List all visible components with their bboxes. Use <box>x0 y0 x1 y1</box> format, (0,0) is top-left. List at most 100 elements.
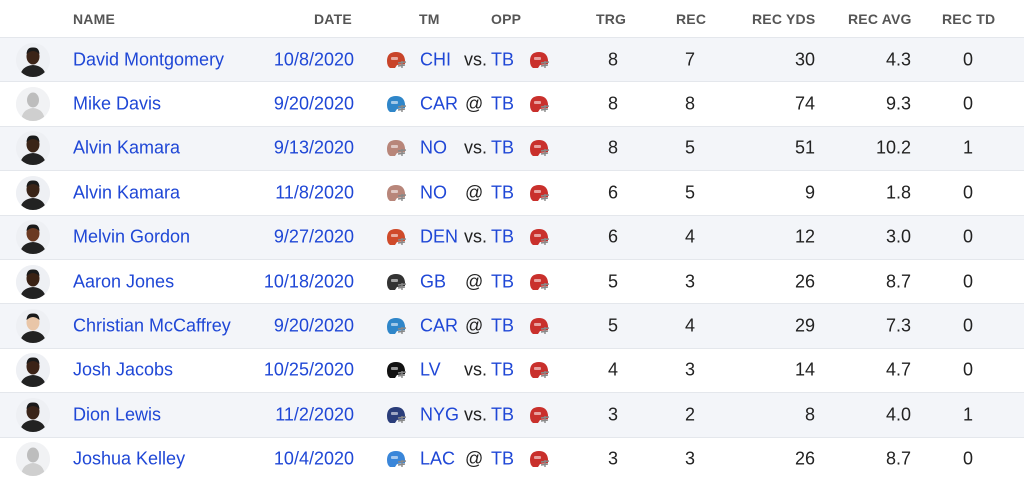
game-date-link[interactable]: 10/8/2020 <box>273 49 354 70</box>
table-row: Joshua Kelley 10/4/2020 LAC @ TB 3 3 26 8.7 0 <box>0 436 1024 481</box>
game-date-link[interactable]: 10/25/2020 <box>263 359 354 380</box>
trg-cell: 5 <box>607 271 619 292</box>
team-helmet-icon <box>385 226 407 248</box>
player-name-link[interactable]: Alvin Kamara <box>73 182 181 203</box>
game-date-link[interactable]: 11/2/2020 <box>275 404 354 425</box>
team-helmet-icon <box>385 448 407 470</box>
header-opp[interactable]: OPP <box>491 11 522 27</box>
team-link[interactable]: DEN <box>420 226 459 247</box>
team-link[interactable]: GB <box>420 271 447 292</box>
rec-cell: 3 <box>684 271 696 292</box>
rec-cell: 7 <box>684 49 696 70</box>
opponent-helmet-icon <box>528 315 550 337</box>
game-date-link[interactable]: 9/20/2020 <box>273 93 354 114</box>
team-helmet-icon <box>385 49 407 71</box>
player-name-link[interactable]: Aaron Jones <box>73 271 175 292</box>
rec-td-cell: 0 <box>962 271 974 292</box>
rec-td-cell: 0 <box>962 93 974 114</box>
game-date-link[interactable]: 9/13/2020 <box>273 137 354 158</box>
rec-avg-cell: 8.7 <box>885 271 911 292</box>
player-avatar <box>16 87 50 122</box>
team-link[interactable]: LAC <box>420 448 456 469</box>
location-indicator: vs. <box>464 404 488 425</box>
header-tm[interactable]: TM <box>419 11 440 27</box>
opponent-link[interactable]: TB <box>491 226 515 247</box>
rec-yds-cell: 26 <box>794 271 815 292</box>
header-date[interactable]: DATE <box>314 11 352 27</box>
team-link[interactable]: NO <box>420 182 447 203</box>
player-avatar <box>16 264 50 299</box>
table-row: Aaron Jones 10/18/2020 GB @ TB 5 3 26 8.7 0 <box>0 258 1024 304</box>
player-name-link[interactable]: Melvin Gordon <box>73 226 191 247</box>
opponent-link[interactable]: TB <box>491 49 515 70</box>
opponent-link[interactable]: TB <box>491 93 515 114</box>
game-date-link[interactable]: 9/20/2020 <box>273 315 354 336</box>
header-name[interactable]: NAME <box>73 11 116 27</box>
game-date-link[interactable]: 9/27/2020 <box>273 226 354 247</box>
team-link[interactable]: CAR <box>420 315 459 336</box>
opponent-link[interactable]: TB <box>491 315 515 336</box>
header-rec-yds[interactable]: REC YDS <box>752 11 816 27</box>
player-name-link[interactable]: Josh Jacobs <box>73 359 174 380</box>
opponent-link[interactable]: TB <box>491 404 515 425</box>
rec-td-cell: 0 <box>962 49 974 70</box>
player-name-link[interactable]: Christian McCaffrey <box>73 315 231 336</box>
location-indicator: @ <box>465 182 484 203</box>
team-helmet-icon <box>385 182 407 204</box>
team-helmet-icon <box>385 93 407 115</box>
opponent-helmet-icon <box>528 137 550 159</box>
rec-cell: 2 <box>684 404 696 425</box>
opponent-link[interactable]: TB <box>491 137 515 158</box>
location-indicator: @ <box>465 315 484 336</box>
team-helmet-icon <box>385 404 407 426</box>
rec-avg-cell: 7.3 <box>885 315 911 336</box>
opponent-link[interactable]: TB <box>491 271 515 292</box>
player-name-link[interactable]: Mike Davis <box>73 93 162 114</box>
team-link[interactable]: CHI <box>420 49 451 70</box>
rec-avg-cell: 1.8 <box>885 182 911 203</box>
player-name-link[interactable]: Alvin Kamara <box>73 137 181 158</box>
table-row: Mike Davis 9/20/2020 CAR @ TB 8 8 74 9.3 0 <box>0 81 1024 126</box>
game-date-link[interactable]: 11/8/2020 <box>275 182 354 203</box>
rec-yds-cell: 51 <box>794 137 815 158</box>
opponent-link[interactable]: TB <box>491 359 515 380</box>
rec-cell: 8 <box>684 93 696 114</box>
header-rec-td[interactable]: REC TD <box>942 11 996 27</box>
game-date-link[interactable]: 10/4/2020 <box>273 448 354 469</box>
location-indicator: vs. <box>464 359 488 380</box>
player-avatar <box>16 175 50 210</box>
team-helmet-icon <box>385 359 407 381</box>
location-indicator: @ <box>465 448 484 469</box>
team-helmet-icon <box>385 315 407 337</box>
table-row: Alvin Kamara 11/8/2020 NO @ TB 6 5 9 1.8 0 <box>0 170 1024 215</box>
rec-yds-cell: 74 <box>794 93 815 114</box>
trg-cell: 8 <box>607 93 619 114</box>
team-link[interactable]: NYG <box>420 404 460 425</box>
rec-cell: 5 <box>684 137 696 158</box>
rec-cell: 4 <box>684 226 696 247</box>
rec-avg-cell: 4.7 <box>885 359 911 380</box>
table-body: David Montgomery 10/8/2020 CHI vs. TB 8 7 30 4.3… <box>0 37 1024 481</box>
opponent-link[interactable]: TB <box>491 448 515 469</box>
trg-cell: 5 <box>607 315 619 336</box>
player-avatar <box>16 220 50 255</box>
player-name-link[interactable]: David Montgomery <box>73 49 225 70</box>
player-name-link[interactable]: Dion Lewis <box>73 404 162 425</box>
opponent-link[interactable]: TB <box>491 182 515 203</box>
header-trg[interactable]: TRG <box>596 11 627 27</box>
game-date-link[interactable]: 10/18/2020 <box>263 271 354 292</box>
trg-cell: 8 <box>607 49 619 70</box>
trg-cell: 3 <box>607 404 619 425</box>
rec-avg-cell: 8.7 <box>885 448 911 469</box>
header-rec[interactable]: REC <box>676 11 707 27</box>
header-rec-avg[interactable]: REC AVG <box>848 11 912 27</box>
opponent-helmet-icon <box>528 359 550 381</box>
rec-yds-cell: 26 <box>794 448 815 469</box>
player-name-link[interactable]: Joshua Kelley <box>73 448 186 469</box>
team-link[interactable]: LV <box>420 359 441 380</box>
rec-yds-cell: 30 <box>794 49 815 70</box>
team-helmet-icon <box>385 137 407 159</box>
team-link[interactable]: CAR <box>420 93 459 114</box>
rec-cell: 3 <box>684 359 696 380</box>
team-link[interactable]: NO <box>420 137 447 158</box>
